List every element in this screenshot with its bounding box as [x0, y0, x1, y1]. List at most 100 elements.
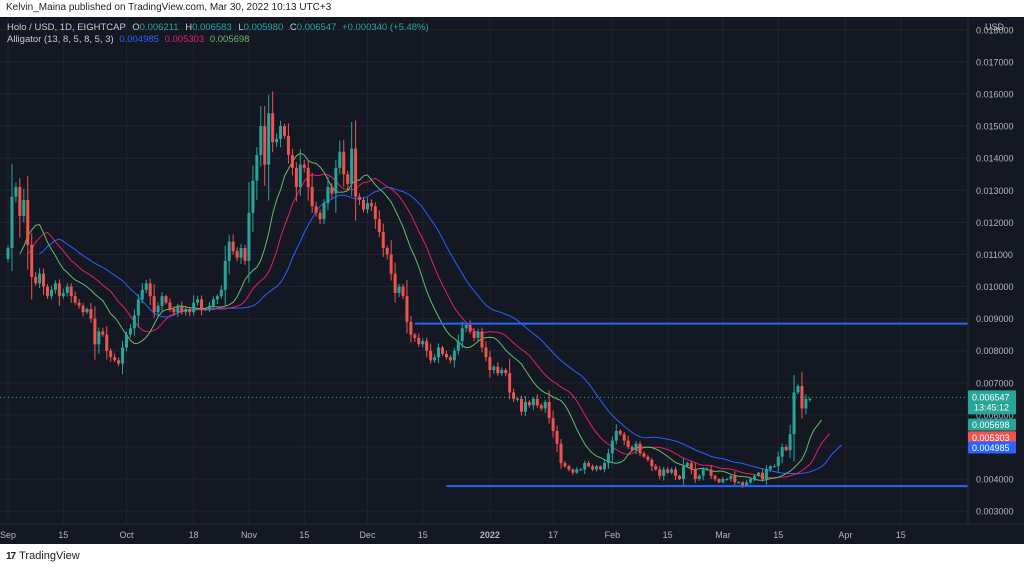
candle-up: [38, 273, 42, 284]
x-tick-label: 15: [663, 530, 673, 540]
candle-up: [207, 305, 211, 310]
candle-up: [796, 386, 800, 393]
candle-up: [298, 164, 302, 188]
candle-down: [389, 254, 393, 274]
y-tick-label: 0.003000: [976, 507, 1014, 517]
candle-up: [757, 472, 760, 476]
candle-up: [192, 302, 196, 313]
legend-open: 0.006211: [140, 22, 179, 33]
time-axis[interactable]: Sep 15 Oct 18 Nov 15 Dec 15 2022 17 Feb 15 Mar 15 Apr 1…: [0, 523, 1024, 540]
x-tick-label: 15: [896, 530, 906, 540]
x-tick-label: 18: [189, 530, 199, 540]
candle-down: [93, 318, 97, 345]
candle-up: [768, 466, 772, 470]
candle-up: [804, 398, 808, 409]
y-tick-label: 0.016000: [976, 90, 1014, 100]
candle-down: [527, 402, 531, 406]
candle-down: [425, 341, 429, 351]
tradingview-brand[interactable]: 17 TradingView: [6, 550, 80, 562]
candle-down: [555, 430, 559, 444]
candle-down: [713, 475, 717, 480]
candle-down: [551, 418, 555, 431]
publish-info: Kelvin_Maina published on TradingView.co…: [6, 2, 332, 13]
last-price-label: 0.006547: [972, 392, 1010, 402]
candle-down: [271, 113, 275, 143]
candle-up: [662, 469, 666, 476]
candle-down: [283, 126, 286, 136]
candle-up: [61, 292, 65, 297]
candle-down: [784, 446, 788, 451]
candle-down: [42, 273, 46, 287]
candle-down: [409, 321, 413, 335]
chart-area[interactable]: 0.0088430.003782 0.0030000.0040000.00500…: [0, 17, 1024, 544]
candle-down: [709, 469, 713, 476]
candle-up: [10, 196, 14, 249]
legend-low: 0.005980: [244, 22, 284, 33]
candle-up: [204, 309, 207, 311]
candle-up: [433, 357, 437, 361]
x-tick-label: Feb: [605, 530, 621, 540]
candle-up: [595, 466, 599, 470]
candle-down: [496, 366, 500, 374]
candle-up: [492, 366, 496, 370]
candle-up: [606, 453, 610, 464]
candle-up: [14, 187, 18, 197]
y-tick-label: 0.013000: [976, 186, 1014, 196]
legend-open-label: O: [132, 22, 139, 33]
price-axis[interactable]: 0.0030000.0040000.0050000.0060000.007000…: [967, 17, 1024, 544]
candle-down: [717, 479, 721, 483]
candle-down: [741, 482, 745, 486]
jaw-value-label: 0.004985: [972, 443, 1010, 453]
candle-down: [441, 347, 444, 354]
candle-up: [247, 212, 251, 261]
x-tick-label: Sep: [0, 530, 16, 540]
candle-down: [547, 402, 551, 419]
price-chart[interactable]: 0.0088430.003782 0.0030000.0040000.00500…: [0, 17, 1024, 544]
candle-down: [508, 373, 512, 393]
candle-up: [421, 341, 425, 345]
candle-down: [630, 446, 634, 451]
candle-up: [239, 248, 243, 258]
alligator-teeth-line: [27, 173, 830, 479]
candle-down: [654, 466, 658, 470]
candle-down: [235, 251, 239, 258]
candle-up: [437, 347, 441, 358]
candle-down: [760, 472, 764, 480]
x-tick-label: Apr: [838, 530, 852, 540]
candle-up: [808, 398, 812, 400]
candle-down: [472, 331, 476, 338]
legend-teeth: 0.005303: [165, 34, 205, 45]
candle-down: [354, 148, 358, 197]
candle-up: [255, 154, 259, 181]
candle-down: [362, 199, 365, 210]
candle-up: [685, 463, 689, 467]
candle-down: [57, 283, 61, 297]
footer-bar: 17 TradingView: [0, 544, 1024, 569]
candle-down: [373, 206, 377, 220]
candle-up: [350, 148, 354, 184]
candle-down: [231, 241, 235, 252]
candle-up: [456, 341, 460, 351]
candle-up: [184, 309, 188, 313]
candle-down: [393, 273, 397, 293]
alligator-jaw-line: [39, 186, 842, 475]
candle-down: [77, 302, 81, 306]
candle-down: [243, 248, 247, 261]
candle-down: [385, 248, 389, 255]
candle-down: [89, 309, 93, 319]
price-axis-bg: [968, 17, 1024, 544]
horizontal-lines[interactable]: 0.0088430.003782: [414, 317, 1016, 493]
candle-down: [164, 296, 168, 303]
candle-up: [516, 398, 520, 400]
candle-up: [721, 479, 725, 483]
candle-up: [753, 475, 757, 480]
y-tick-label: 0.012000: [976, 218, 1014, 228]
x-tick-label: Oct: [119, 530, 134, 540]
candle-down: [286, 135, 290, 155]
candle-down: [302, 164, 306, 168]
legend-alligator-label: Alligator (13, 8, 5, 8, 5, 3): [7, 34, 114, 45]
legend-lips: 0.005698: [210, 34, 250, 45]
candle-up: [49, 289, 53, 297]
candle-up: [772, 466, 776, 468]
